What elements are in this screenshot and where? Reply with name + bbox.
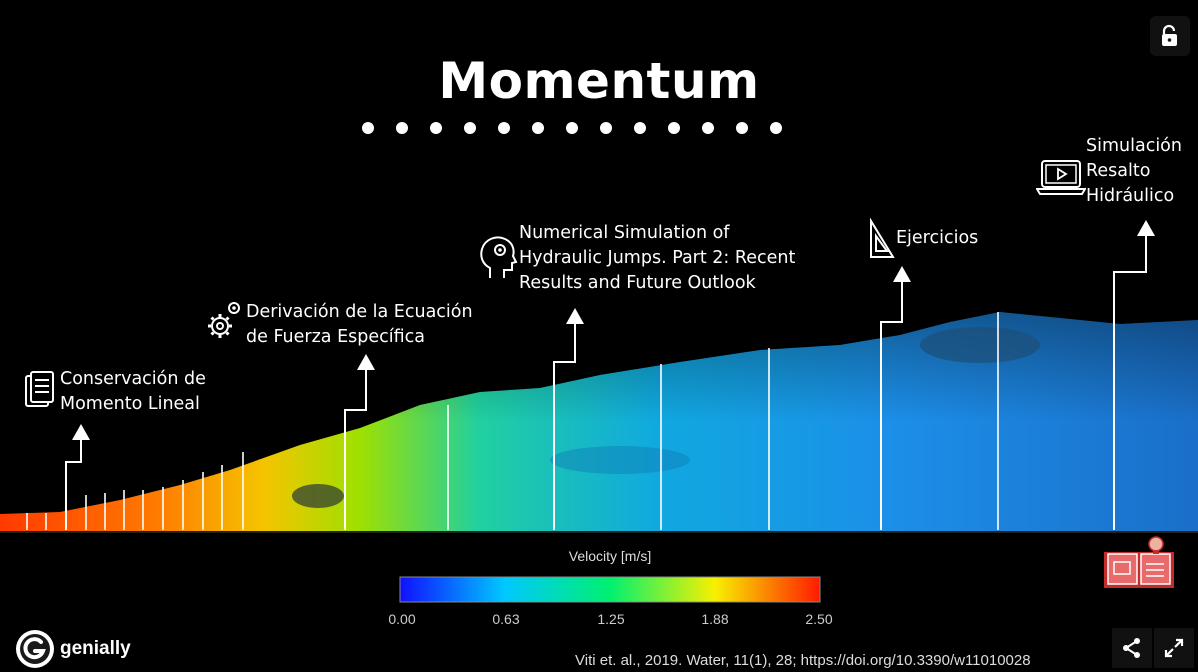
- colorbar-tick: 0.00: [388, 611, 416, 627]
- genially-logo-text: genially: [60, 638, 131, 659]
- hotspot-simulacion-label[interactable]: Simulación Resalto Hidráulico: [1086, 136, 1182, 206]
- title-dot: [532, 122, 544, 134]
- share-button[interactable]: [1112, 628, 1152, 668]
- fullscreen-icon: [1164, 638, 1184, 658]
- title-dot: [464, 122, 476, 134]
- share-icon: [1123, 638, 1140, 658]
- colorbar-title: Velocity [m/s]: [568, 548, 652, 564]
- set-square-icon[interactable]: [868, 218, 896, 260]
- title-dot: [668, 122, 680, 134]
- head-gear-icon[interactable]: [478, 234, 518, 280]
- profile-lines: [26, 312, 999, 530]
- hotspot-ejercicios-label[interactable]: Ejercicios: [896, 228, 979, 248]
- hotspot-derivacion-label[interactable]: Derivación de la Ecuación de Fuerza Espe…: [246, 302, 473, 347]
- genially-logo-icon: [16, 630, 54, 668]
- book-idea-icon[interactable]: [1100, 534, 1178, 592]
- velocity-colorbar: [399, 576, 821, 603]
- hotspot-conservacion-label[interactable]: Conservación de Momento Lineal: [60, 369, 206, 414]
- title-dot: [600, 122, 612, 134]
- colorbar-tick: 2.50: [805, 611, 833, 627]
- genially-logo[interactable]: genially: [14, 628, 131, 670]
- gears-icon[interactable]: [206, 298, 244, 340]
- title-dot: [634, 122, 646, 134]
- title-dot: [362, 122, 374, 134]
- laptop-video-icon[interactable]: [1036, 158, 1086, 196]
- title-dot: [430, 122, 442, 134]
- unlock-button[interactable]: [1150, 16, 1190, 56]
- unlock-icon: [1162, 24, 1177, 46]
- title-dot: [396, 122, 408, 134]
- fullscreen-button[interactable]: [1154, 628, 1194, 668]
- title-dot: [770, 122, 782, 134]
- title-dot: [498, 122, 510, 134]
- colorbar-tick: 0.63: [492, 611, 520, 627]
- document-icon[interactable]: [24, 370, 56, 410]
- colorbar-tick: 1.88: [701, 611, 729, 627]
- title-dot: [702, 122, 714, 134]
- title-dots: [362, 122, 782, 134]
- title-dot: [736, 122, 748, 134]
- citation-text: Viti et. al., 2019. Water, 11(1), 28; ht…: [575, 652, 1031, 669]
- colorbar-tick: 1.25: [597, 611, 625, 627]
- hotspot-numerical-label[interactable]: Numerical Simulation of Hydraulic Jumps.…: [519, 223, 796, 293]
- slide-title: Momentum: [438, 52, 760, 110]
- title-dot: [566, 122, 578, 134]
